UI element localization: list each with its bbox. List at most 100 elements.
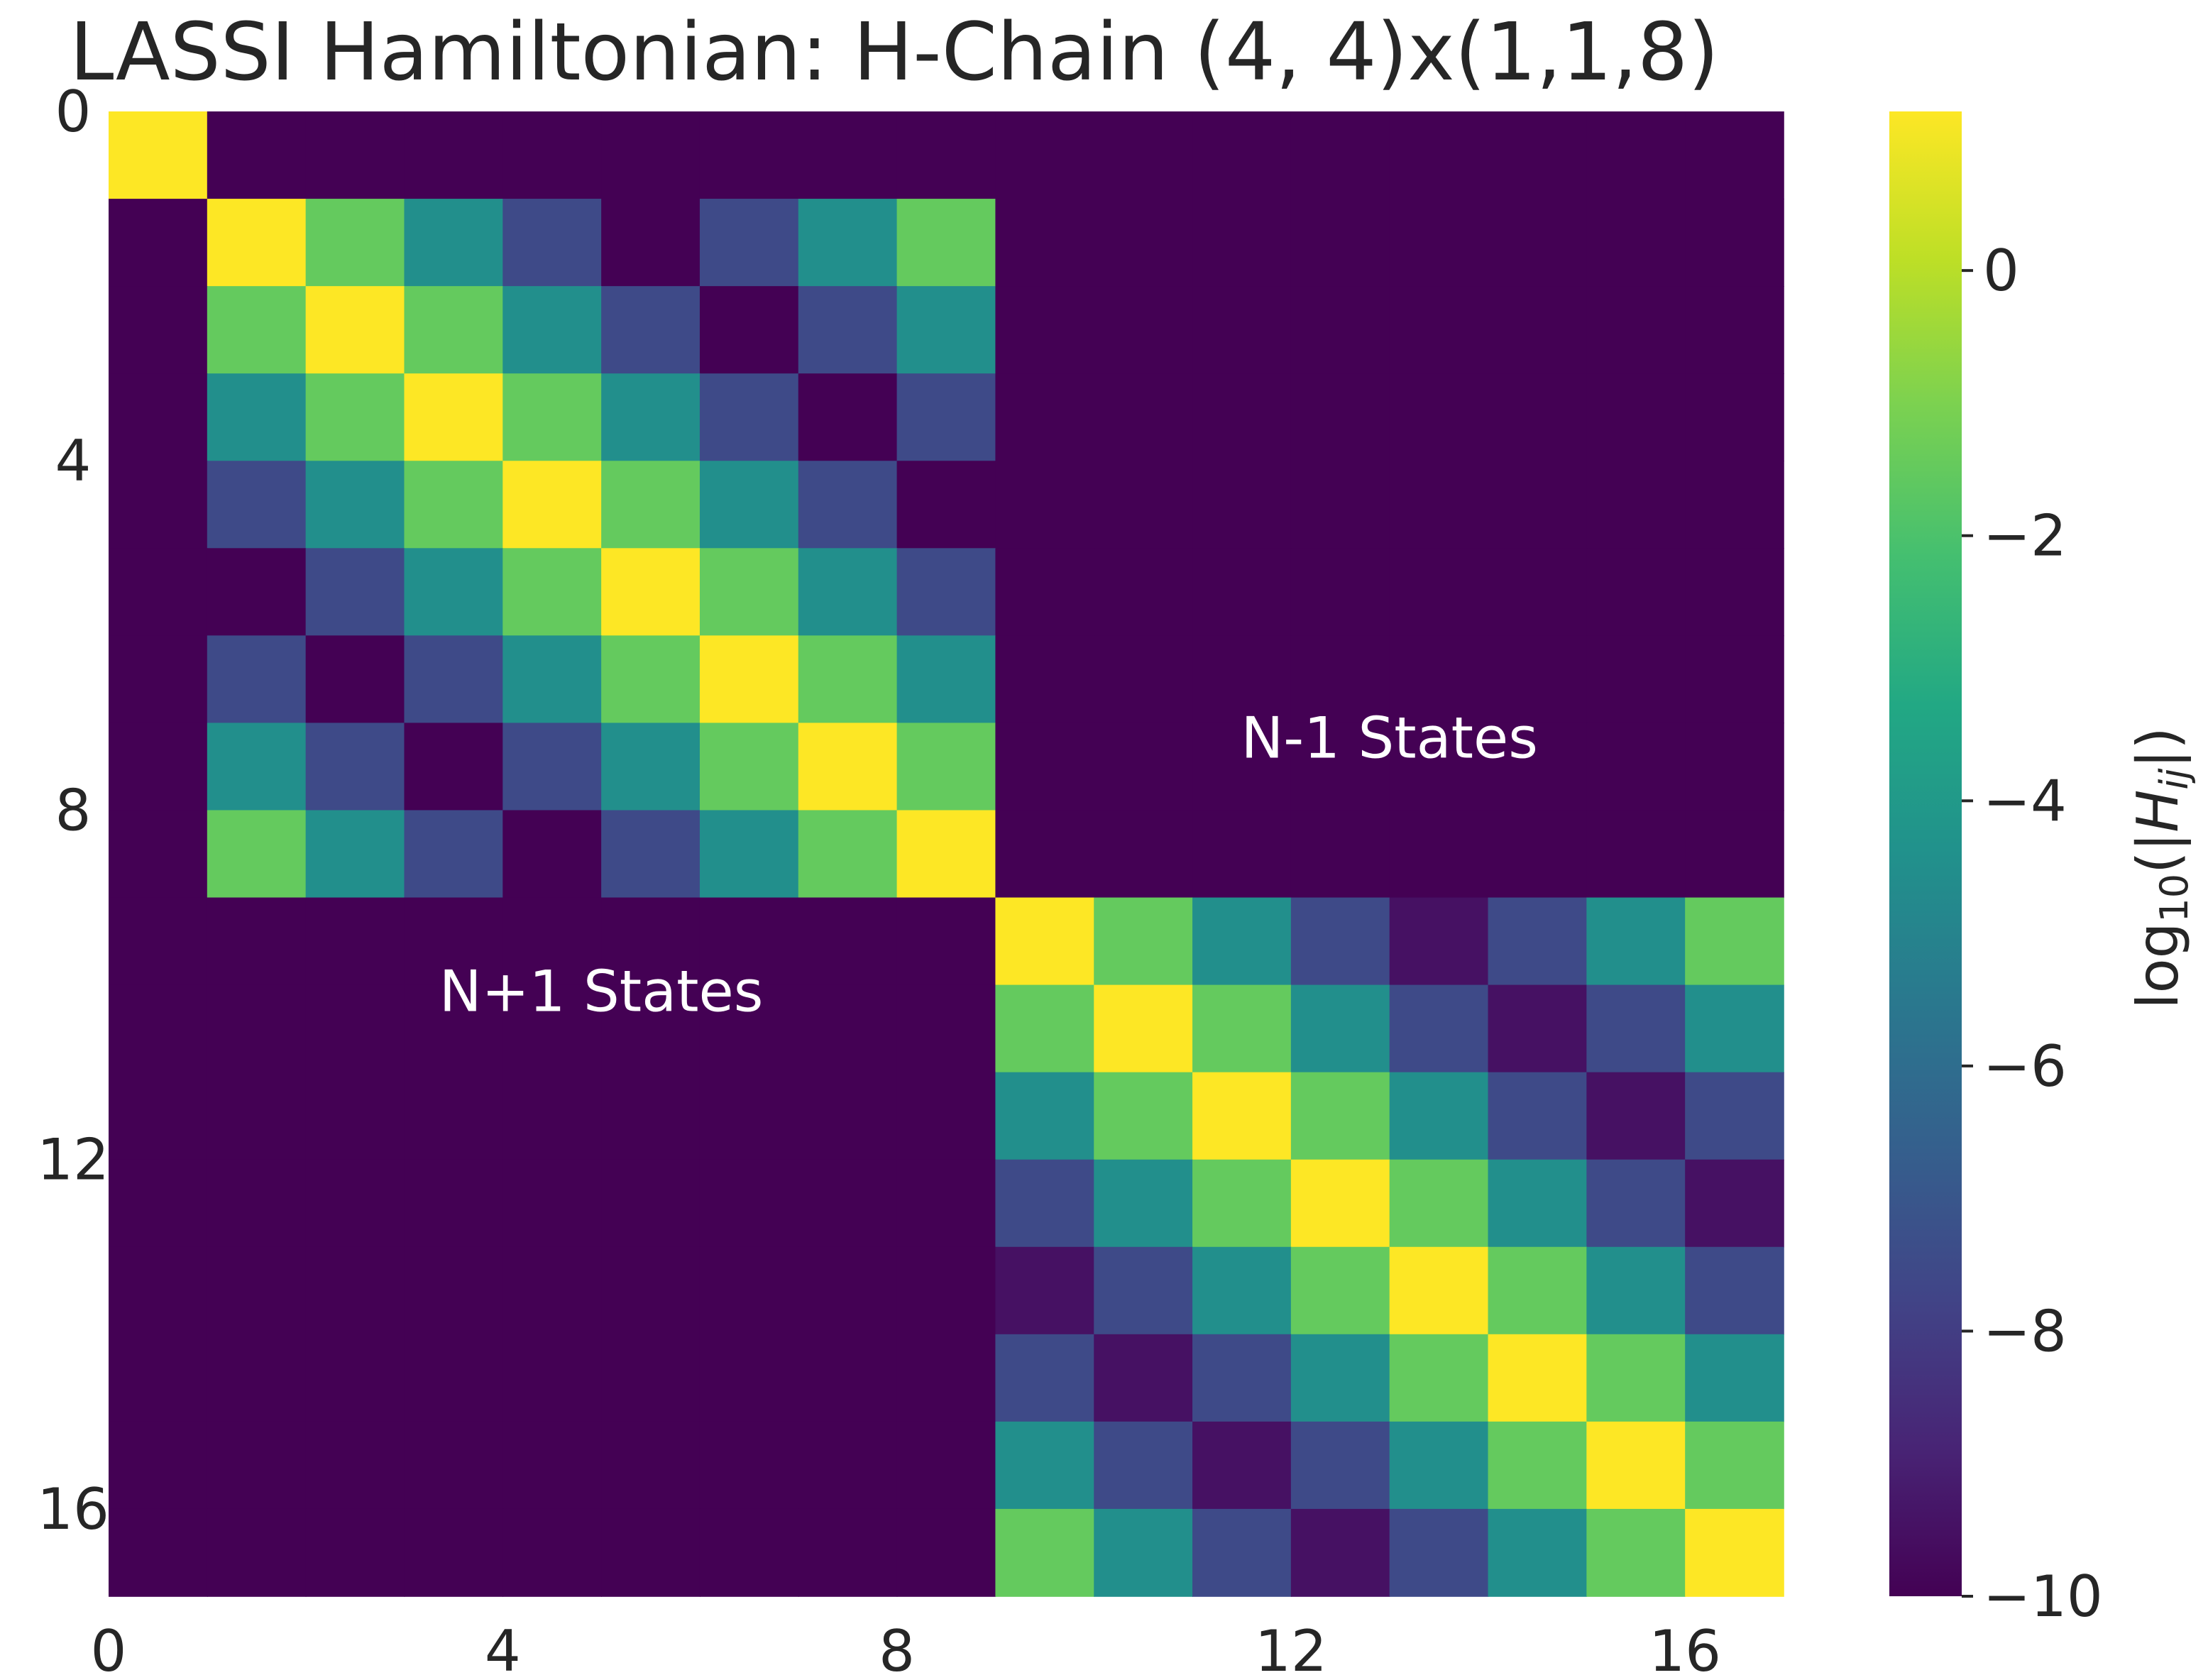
x-tick-label: 4 [485, 1618, 521, 1680]
heatmap-cell [995, 461, 1095, 549]
heatmap-cell [502, 635, 602, 724]
heatmap-cell [1192, 111, 1292, 199]
heatmap-cell [1094, 1246, 1193, 1335]
heatmap-cell [1685, 199, 1784, 287]
heatmap-cell [601, 461, 701, 549]
heatmap-cell [1488, 461, 1588, 549]
heatmap-cell [1192, 1421, 1292, 1510]
colorbar-tick-label: 0 [1983, 238, 2019, 304]
heatmap-cell [207, 548, 307, 637]
heatmap-cell [109, 1334, 208, 1422]
heatmap-cell [1488, 1421, 1588, 1510]
heatmap-cell [502, 1334, 602, 1422]
heatmap-cell [404, 199, 504, 287]
heatmap-cell [109, 897, 208, 986]
heatmap-cell [995, 1246, 1095, 1335]
heatmap-cell [207, 1508, 307, 1597]
heatmap-cell [1290, 373, 1390, 462]
heatmap-cell [109, 810, 208, 899]
heatmap-cell [1685, 1508, 1784, 1597]
heatmap-cell [1290, 461, 1390, 549]
heatmap-cell [1389, 373, 1489, 462]
heatmap-cell [995, 635, 1095, 724]
heatmap-cell [798, 1072, 898, 1160]
heatmap-cell [896, 897, 996, 986]
heatmap-cell [1094, 1159, 1193, 1248]
heatmap-cell [1192, 1159, 1292, 1248]
heatmap-cell [1094, 199, 1193, 287]
heatmap-cell [502, 548, 602, 637]
heatmap-cell [1389, 1246, 1489, 1335]
heatmap-cell [305, 1421, 405, 1510]
heatmap-cell [1488, 1072, 1588, 1160]
heatmap-cell [305, 723, 405, 811]
heatmap-cells [109, 111, 1784, 1597]
heatmap-cell [1389, 1421, 1489, 1510]
y-tick-label: 0 [55, 79, 92, 145]
heatmap-cell [1586, 1072, 1686, 1160]
heatmap-cell [601, 635, 701, 724]
heatmap-cell [1290, 1246, 1390, 1335]
heatmap-cell [798, 984, 898, 1073]
heatmap-cell [1389, 461, 1489, 549]
heatmap-cell [109, 1246, 208, 1335]
colorbar: 0 −2 −4 −6 −8 −10 log10(|Hij|) [1889, 111, 2197, 1630]
heatmap-cell [1488, 199, 1588, 287]
heatmap-cell [1488, 1334, 1588, 1422]
heatmap-cell [1192, 897, 1292, 986]
heatmap-cell [699, 984, 799, 1073]
heatmap-cell [1488, 984, 1588, 1073]
heatmap-cell [896, 1508, 996, 1597]
y-tick-label: 8 [55, 777, 92, 843]
heatmap-cell [601, 810, 701, 899]
heatmap-cell [1389, 1508, 1489, 1597]
heatmap-cell [1586, 461, 1686, 549]
heatmap-cell [1192, 461, 1292, 549]
heatmap-cell [699, 1334, 799, 1422]
heatmap-cell [1389, 897, 1489, 986]
heatmap-cell [601, 984, 701, 1073]
heatmap-cell [404, 111, 504, 199]
colorbar-tick-label: −4 [1983, 768, 2067, 834]
heatmap-cell [1290, 1159, 1390, 1248]
heatmap-cell [601, 373, 701, 462]
heatmap-cell [404, 1421, 504, 1510]
heatmap-cell [1389, 199, 1489, 287]
heatmap-cell [404, 984, 504, 1073]
heatmap-cell [995, 723, 1095, 811]
heatmap-cell [1389, 635, 1489, 724]
heatmap-cell [1685, 1072, 1784, 1160]
heatmap-cell [305, 1159, 405, 1248]
heatmap-cell [1389, 1159, 1489, 1248]
heatmap-cell [502, 1159, 602, 1248]
heatmap-cell [1192, 286, 1292, 374]
heatmap-cell [1586, 111, 1686, 199]
heatmap-cell [1488, 723, 1588, 811]
heatmap-cell [1192, 723, 1292, 811]
heatmap-cell [1290, 810, 1390, 899]
heatmap-cell [1586, 1159, 1686, 1248]
heatmap-cell [1192, 373, 1292, 462]
heatmap-cell [699, 1159, 799, 1248]
heatmap-cell [1685, 635, 1784, 724]
heatmap-cell [1586, 373, 1686, 462]
heatmap-cell [995, 111, 1095, 199]
heatmap-cell [502, 373, 602, 462]
heatmap-cell [1094, 461, 1193, 549]
heatmap-cell [109, 984, 208, 1073]
heatmap-cell [109, 1508, 208, 1597]
heatmap-cell [502, 810, 602, 899]
heatmap-cell [502, 1421, 602, 1510]
heatmap-cell [1192, 1072, 1292, 1160]
heatmap-cell [502, 286, 602, 374]
colorbar-label: log10(|Hij|) [2125, 727, 2197, 1009]
heatmap-cell [699, 461, 799, 549]
heatmap-cell [699, 548, 799, 637]
heatmap-cell [1389, 286, 1489, 374]
heatmap-cell [699, 723, 799, 811]
heatmap-cell [1389, 1072, 1489, 1160]
heatmap-cell [699, 1421, 799, 1510]
heatmap-cell [109, 1421, 208, 1510]
heatmap-cell [305, 286, 405, 374]
heatmap-cell [1586, 810, 1686, 899]
